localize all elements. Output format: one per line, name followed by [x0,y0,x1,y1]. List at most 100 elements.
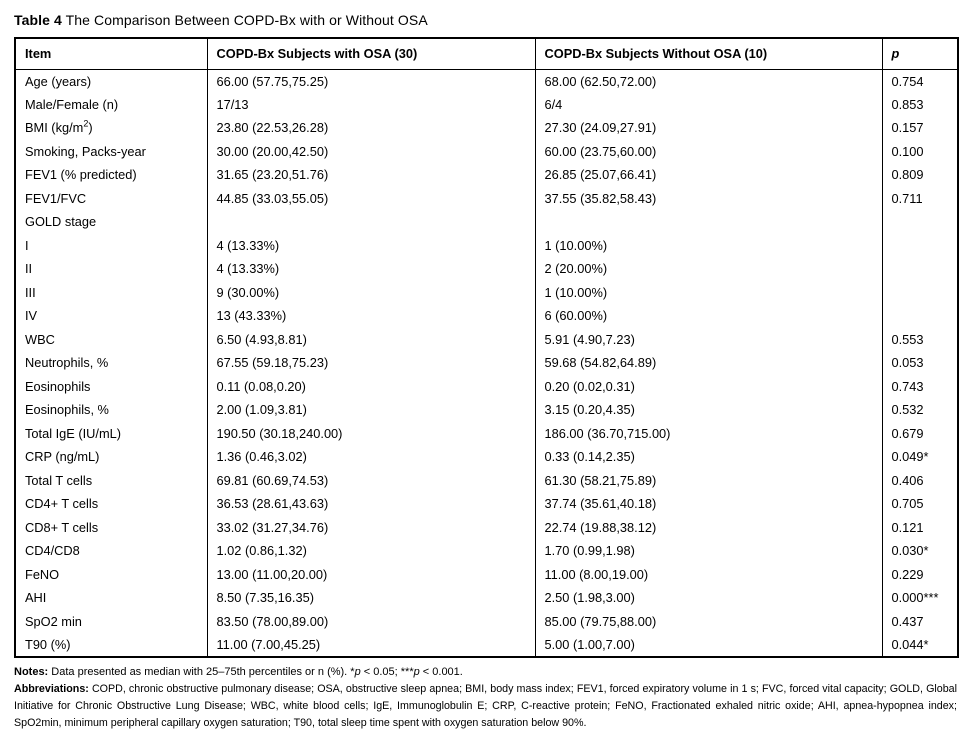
cell-p: 0.053 [881,351,958,375]
table-row: Total T cells 69.81 (60.69,74.53) 61.30 (5… [15,468,958,492]
cell-p: 0.121 [881,515,958,539]
table-row: FeNO 13.00 (11.00,20.00) 11.00 (8.00,19.00… [15,562,958,586]
table-row: Male/Female (n) 17/13 6/4 0.853 [15,92,958,116]
cell-item: CD4+ T cells [25,496,99,512]
comparison-table: Item COPD-Bx Subjects with OSA (30) COPD… [14,37,959,658]
table-row: WBC 6.50 (4.93,8.81) 5.91 (4.90,7.23) 0.553 [15,327,958,351]
cell-osa: 13 (43.33%) [206,304,535,328]
cell-p [881,280,958,304]
cell-item: Male/Female (n) [25,96,119,112]
cell-item: T90 (%) [25,636,71,652]
cell-no_osa: 6 (60.00%) [534,304,882,328]
cell-no_osa: 22.74 (19.88,38.12) [534,515,882,539]
cell-item: III [25,284,36,300]
cell-item: II [25,261,33,277]
cell-no_osa: 60.00 (23.75,60.00) [534,139,882,163]
table-number: Table 4 [14,12,62,28]
cell-p [881,257,958,281]
cell-p: 0.532 [881,398,958,422]
cell-osa: 1.36 (0.46,3.02) [206,445,535,469]
cell-p: 0.000*** [881,586,958,610]
table-body: Age (years) 66.00 (57.75,75.25) 68.00 (62.… [15,69,958,657]
cell-no_osa: 5.91 (4.90,7.23) [534,327,882,351]
table-row: AHI 8.50 (7.35,16.35) 2.50 (1.98,3.00) 0.00… [15,586,958,610]
table-row: Eosinophils 0.11 (0.08,0.20) 0.20 (0.02,0.… [15,374,958,398]
table-row: BMI (kg/m2) 23.80 (22.53,26.28) 27.30 (24.… [15,116,958,140]
table-row: III 9 (30.00%) 1 (10.00%) [15,280,958,304]
cell-no_osa: 37.55 (35.82,58.43) [534,186,882,210]
cell-osa: 4 (13.33%) [206,257,535,281]
table-row: FEV1/FVC 44.85 (33.03,55.05) 37.55 (35.82,… [15,186,958,210]
cell-no_osa: 11.00 (8.00,19.00) [534,562,882,586]
cell-p: 0.157 [881,116,958,140]
table-row: CD4/CD8 1.02 (0.86,1.32) 1.70 (0.99,1.98) 0… [15,539,958,563]
cell-item: SpO2 min [25,613,82,629]
cell-p: 0.229 [881,562,958,586]
table-header: Item COPD-Bx Subjects with OSA (30) COPD… [15,38,958,70]
cell-item: BMI (kg/m2) [25,118,93,136]
cell-item: FEV1 (% predicted) [25,167,137,183]
cell-p: 0.809 [881,163,958,187]
table-row: Total IgE (IU/mL) 190.50 (30.18,240.00) 18… [15,421,958,445]
cell-p: 0.406 [881,468,958,492]
cell-osa: 13.00 (11.00,20.00) [206,562,535,586]
cell-p: 0.049* [881,445,958,469]
cell-p: 0.754 [881,69,958,93]
cell-item: CD8+ T cells [25,519,99,535]
notes-p-italic-1: p [354,665,361,678]
cell-osa: 23.80 (22.53,26.28) [206,116,535,140]
cell-osa: 2.00 (1.09,3.81) [206,398,535,422]
table-row: Smoking, Packs-year 30.00 (20.00,42.50) 60… [15,139,958,163]
cell-p: 0.853 [881,92,958,116]
cell-osa: 67.55 (59.18,75.23) [206,351,535,375]
cell-no_osa: 85.00 (79.75,88.00) [534,609,882,633]
cell-osa: 1.02 (0.86,1.32) [206,539,535,563]
cell-no_osa: 3.15 (0.20,4.35) [534,398,882,422]
notes-label: Notes: [14,665,49,678]
cell-item: CRP (ng/mL) [25,449,100,465]
cell-no_osa: 37.74 (35.61,40.18) [534,492,882,516]
cell-osa: 4 (13.33%) [206,233,535,257]
table-row: SpO2 min 83.50 (78.00,89.00) 85.00 (79.75,… [15,609,958,633]
cell-osa: 8.50 (7.35,16.35) [206,586,535,610]
cell-no_osa: 0.33 (0.14,2.35) [534,445,882,469]
cell-item: FEV1/FVC [25,190,87,206]
cell-item: Neutrophils, % [25,355,109,371]
abbreviations-label: Abbreviations: [14,683,89,696]
cell-no_osa: 61.30 (58.21,75.89) [534,468,882,492]
cell-osa [206,210,535,234]
table-caption-text: The Comparison Between COPD-Bx with or W… [61,12,428,28]
table-row: IV 13 (43.33%) 6 (60.00%) [15,304,958,328]
cell-item: WBC [25,331,55,347]
cell-no_osa: 1 (10.00%) [534,280,882,304]
cell-no_osa: 27.30 (24.09,27.91) [534,116,882,140]
table-row: CD4+ T cells 36.53 (28.61,43.63) 37.74 (35… [15,492,958,516]
cell-p [881,233,958,257]
cell-p: 0.705 [881,492,958,516]
cell-p [881,304,958,328]
cell-no_osa: 186.00 (36.70,715.00) [534,421,882,445]
table-notes: Notes: Data presented as median with 25–… [14,665,957,680]
cell-item: CD4/CD8 [25,543,80,559]
table-caption: Table 4 The Comparison Between COPD-Bx w… [14,12,957,28]
table-row: Neutrophils, % 67.55 (59.18,75.23) 59.68 (… [15,351,958,375]
cell-no_osa: 68.00 (62.50,72.00) [534,69,882,93]
table-row: Age (years) 66.00 (57.75,75.25) 68.00 (62.… [15,69,958,93]
cell-p: 0.100 [881,139,958,163]
cell-osa: 17/13 [206,92,535,116]
cell-no_osa: 59.68 (54.82,64.89) [534,351,882,375]
cell-no_osa: 0.20 (0.02,0.31) [534,374,882,398]
cell-p: 0.044* [881,633,958,657]
cell-item: Eosinophils, % [25,402,109,418]
cell-item: Smoking, Packs-year [25,143,146,159]
table-row: GOLD stage [15,210,958,234]
table-row: T90 (%) 11.00 (7.00,45.25) 5.00 (1.00,7.00… [15,633,958,657]
notes-text-2: < 0.05; *** [360,665,414,678]
table-row: FEV1 (% predicted) 31.65 (23.20,51.76) 26.… [15,163,958,187]
header-p-value: p [881,38,958,70]
cell-osa: 30.00 (20.00,42.50) [206,139,535,163]
cell-osa: 36.53 (28.61,43.63) [206,492,535,516]
cell-osa: 6.50 (4.93,8.81) [206,327,535,351]
cell-osa: 190.50 (30.18,240.00) [206,421,535,445]
